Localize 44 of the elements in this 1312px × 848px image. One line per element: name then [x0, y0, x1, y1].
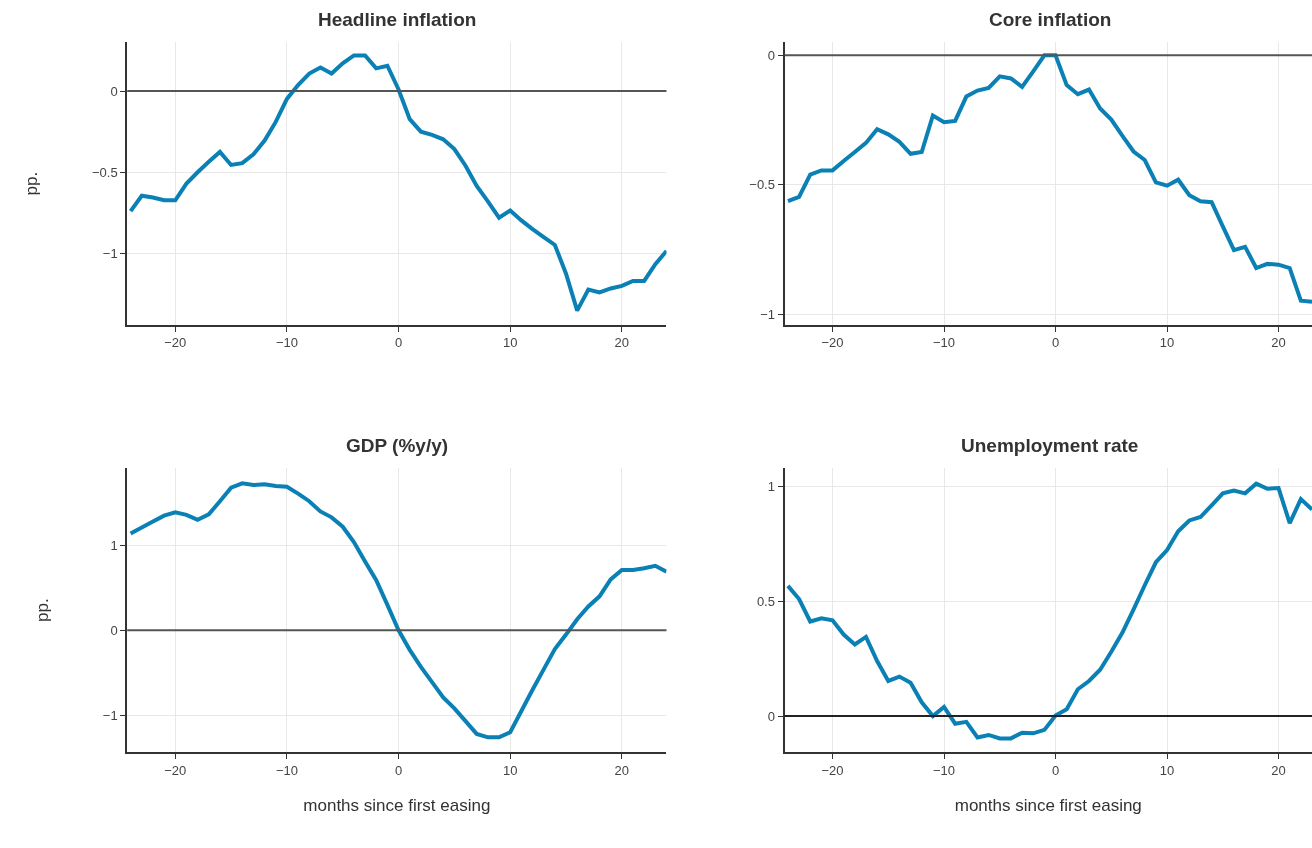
chart-title: Unemployment rate — [961, 435, 1139, 456]
x-tick-label: −10 — [932, 762, 956, 778]
y-tick-label: 0 — [110, 83, 118, 99]
y-tick-label: −0.5 — [91, 164, 118, 180]
line-series — [785, 53, 1312, 304]
x-tick-label: 0 — [394, 762, 403, 778]
y-tick-label: −1 — [102, 707, 118, 723]
x-tick-label: 0 — [1051, 335, 1060, 351]
x-axis-title: months since first easing — [303, 795, 491, 815]
line-series — [128, 481, 667, 740]
x-tick-label: 0 — [1051, 762, 1060, 778]
x-tick-label: −20 — [164, 762, 187, 778]
chart-title: GDP (%y/y) — [346, 435, 449, 456]
y-tick-label: 0 — [767, 47, 775, 63]
chart-title: Headline inflation — [318, 9, 477, 30]
y-tick-label: 1 — [767, 479, 775, 495]
x-tick-label: 0 — [394, 335, 403, 351]
y-tick-label: 1 — [110, 537, 118, 553]
y-tick-label: 0 — [110, 622, 118, 638]
y-axis-title: pp. — [32, 598, 52, 622]
y-tick-label: −0.5 — [749, 177, 775, 193]
x-tick-label: −10 — [275, 335, 298, 351]
line-series — [128, 53, 667, 313]
y-axis-title: pp. — [22, 171, 42, 196]
x-tick-label: 20 — [1271, 762, 1286, 778]
line-series — [785, 481, 1312, 741]
y-tick-label: −1 — [102, 245, 118, 261]
x-tick-label: 20 — [614, 335, 630, 351]
x-tick-label: 10 — [502, 335, 518, 351]
x-tick-label: 10 — [1159, 335, 1175, 351]
x-tick-label: −10 — [932, 335, 956, 351]
x-tick-label: −20 — [821, 762, 844, 778]
y-tick-label: −1 — [760, 306, 775, 322]
x-tick-label: −10 — [275, 762, 298, 778]
y-tick-label: 0 — [767, 708, 775, 724]
x-tick-label: 20 — [614, 762, 630, 778]
x-tick-label: 10 — [1159, 762, 1175, 778]
y-tick-label: 0.5 — [756, 593, 775, 609]
x-axis-title: months since first easing — [954, 795, 1142, 815]
x-tick-label: −20 — [821, 335, 844, 351]
x-tick-label: −20 — [164, 335, 187, 351]
x-tick-label: 10 — [502, 762, 518, 778]
chart-title: Core inflation — [989, 9, 1112, 30]
x-tick-label: 20 — [1271, 335, 1286, 351]
